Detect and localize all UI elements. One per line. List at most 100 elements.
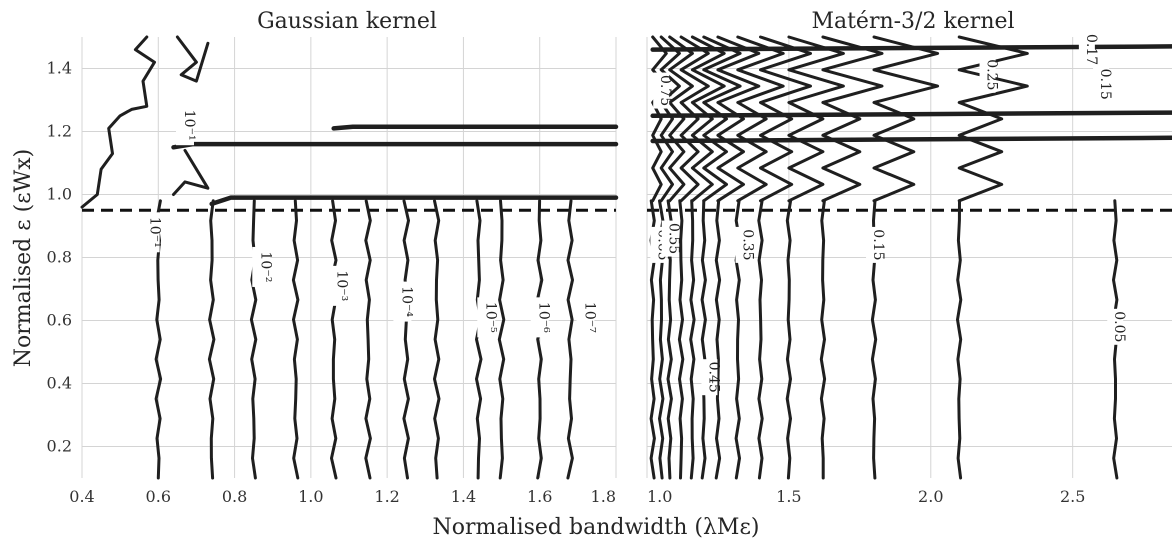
contour-line [819, 199, 827, 480]
contour-level-label: 0.75 [657, 75, 673, 106]
contour-line [700, 199, 707, 480]
contour-line-matern-upper [651, 35, 668, 203]
contour-band-gaussian [209, 195, 619, 207]
y-tick-label: 0.2 [47, 437, 72, 456]
left-panel-title: Gaussian kernel [257, 9, 437, 34]
contour-label-bg [252, 246, 271, 287]
contour-level-label: 0.15 [870, 229, 886, 260]
contour-level-label: 10⁻⁵ [482, 302, 498, 333]
contour-line-matern-upper [821, 35, 884, 203]
contour-label-bg [141, 212, 160, 253]
y-tick-label: 0.8 [47, 248, 72, 267]
x-tick-label: 1.4 [451, 487, 476, 506]
contour-line-gaussian-upper [80, 35, 156, 209]
contour-line [330, 199, 338, 480]
y-tick-label: 0.6 [47, 311, 72, 330]
contour-level-label: 10⁻² [257, 252, 273, 283]
contour-line [364, 199, 372, 480]
y-tick-label: 1.0 [47, 185, 72, 204]
contour-label-bg [175, 105, 194, 146]
x-tick-label: 0.8 [222, 487, 247, 506]
x-tick-label: 0.4 [69, 487, 94, 506]
contour-line-matern-upper [736, 35, 785, 203]
contour-level-label: 10⁻³ [334, 270, 350, 301]
contour-label-bg [477, 297, 496, 338]
contour-level-label: 10⁻⁶ [536, 302, 552, 333]
contour-label-bg [653, 72, 670, 109]
contour-line-matern-upper [668, 35, 694, 203]
x-tick-label: 2.0 [918, 487, 943, 506]
contour-label-bg [979, 56, 996, 93]
contour-band-matern [650, 110, 1172, 119]
x-tick-label: 1.0 [298, 487, 323, 506]
contour-level-label: 10⁻⁴ [398, 286, 414, 317]
contour-line [689, 199, 696, 480]
contour-line [475, 199, 483, 480]
label-layer: 0.4 0.6 0.8 1.0 1.2 1.4 1.6 1.8 1.0 1.5 2.0 2.5 0.2 0… [47, 31, 1127, 506]
contour-line [757, 199, 764, 480]
contour-line-gaussian-top [175, 35, 210, 83]
x-axis-label: Normalised bandwidth (λMε) [433, 515, 760, 540]
contour-label-bg [1093, 66, 1110, 103]
contour-line-matern-upper [759, 35, 812, 203]
contour-line-matern-upper [659, 35, 681, 203]
contour-line-matern-upper [716, 35, 761, 203]
x-tick-label: 1.8 [591, 487, 616, 506]
contour-level-label: 0.15 [1097, 69, 1113, 100]
contour-label-bg [1078, 31, 1095, 68]
grid-layer [81, 37, 1172, 478]
contour-level-label: 10⁻⁷ [581, 302, 597, 333]
contour-level-label: 0.45 [705, 362, 721, 393]
contour-line-gaussian-mid [172, 148, 210, 196]
x-tick-label: 1.0 [647, 487, 672, 506]
contour-label-bg [866, 226, 883, 263]
contour-label-bg [530, 297, 549, 338]
y-tick-label: 1.2 [47, 122, 72, 141]
contour-level-label: 0.17 [1083, 34, 1099, 65]
contour-line [402, 199, 410, 480]
contour-line [956, 199, 963, 480]
contour-label-bg [735, 226, 752, 263]
contour-label-bg [576, 297, 595, 338]
contour-label-bg [393, 281, 412, 322]
contour-line [497, 199, 506, 480]
contour-level-label: 0.55 [666, 223, 682, 254]
right-panel-title: Matérn-3/2 kernel [811, 9, 1014, 34]
contour-label-bg [701, 359, 718, 396]
contour-line-matern-upper [679, 35, 710, 203]
y-tick-label: 1.4 [47, 59, 72, 78]
contour-line [433, 199, 441, 480]
contour-line-matern-upper [690, 35, 726, 203]
contour-line [207, 199, 216, 480]
contour-level-label: 0.35 [739, 229, 755, 260]
contour-line [785, 199, 793, 480]
contour-line [291, 199, 300, 480]
contour-line [566, 199, 574, 480]
contour-label-bg [1107, 308, 1124, 345]
contour-band-matern [650, 135, 1172, 144]
contour-line-matern-upper [787, 35, 845, 203]
contour-layer [80, 35, 1172, 480]
contour-label-bg [328, 265, 347, 306]
y-tick-label: 0.4 [47, 374, 72, 393]
x-tick-label: 0.6 [146, 487, 171, 506]
contour-label-bg [661, 220, 678, 257]
contour-line-matern-upper [872, 35, 940, 203]
x-tick-label: 1.2 [374, 487, 399, 506]
contour-band-gaussian [171, 141, 619, 150]
y-axis-label: Normalised ε (εWx) [11, 149, 36, 367]
x-tick-label: 1.6 [527, 487, 552, 506]
contour-line [714, 199, 722, 480]
contour-level-label: 10⁻¹ [181, 110, 197, 141]
contour-band-gaussian [331, 124, 619, 131]
contour-level-label: 0.05 [1111, 311, 1127, 342]
contour-line-matern-upper [702, 35, 742, 203]
contour-line [677, 199, 685, 480]
contour-level-label: 0.25 [984, 59, 1000, 90]
contour-line [535, 199, 544, 480]
x-tick-label: 1.5 [776, 487, 801, 506]
x-tick-label: 2.5 [1060, 487, 1085, 506]
contour-line [249, 199, 258, 480]
contour-level-label: 10⁻¹ [147, 217, 163, 248]
